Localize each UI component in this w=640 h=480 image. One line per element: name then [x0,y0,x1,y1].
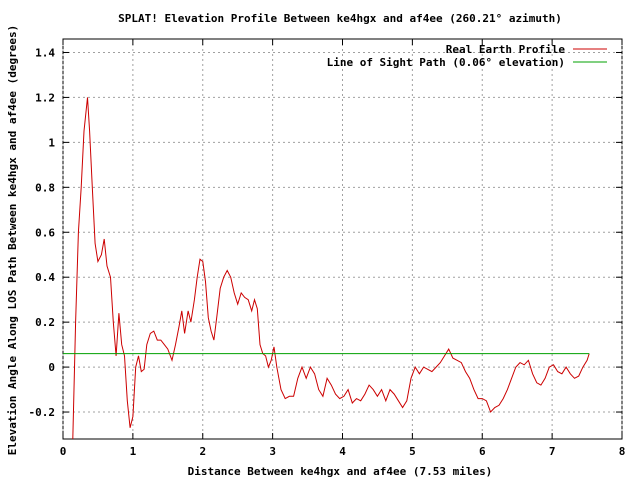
y-tick-label: 1 [48,136,55,149]
x-tick-label: 3 [269,445,276,458]
x-tick-label: 1 [130,445,137,458]
legend-label: Real Earth Profile [446,43,566,56]
y-axis-label: Elevation Angle Along LOS Path Between k… [6,25,19,455]
x-tick-label: 6 [479,445,486,458]
x-axis-label: Distance Between ke4hgx and af4ee (7.53 … [188,465,493,478]
y-tick-label: 0.4 [35,271,55,284]
y-tick-label: 0.8 [35,181,55,194]
x-tick-label: 7 [549,445,556,458]
y-tick-label: 0 [48,361,55,374]
y-tick-label: -0.2 [29,406,56,419]
x-tick-label: 2 [199,445,206,458]
x-tick-label: 0 [60,445,67,458]
axis-ticks: -0.2 0 0.2 0.4 0.6 0.8 1 1.2 1.4 0 1 2 3 4 5 6 7 8 [29,39,626,458]
y-tick-label: 1.4 [35,46,55,59]
x-tick-label: 4 [339,445,346,458]
x-tick-label: 8 [619,445,626,458]
y-tick-label: 1.2 [35,91,55,104]
legend-label: Line of Sight Path (0.06° elevation) [327,56,565,69]
y-tick-label: 0.6 [35,226,55,239]
x-tick-label: 5 [409,445,416,458]
series-layer [63,97,590,440]
series-line [72,97,590,440]
chart-title: SPLAT! Elevation Profile Between ke4hgx … [118,12,562,25]
grid-lines [62,39,623,439]
y-tick-label: 0.2 [35,316,55,329]
